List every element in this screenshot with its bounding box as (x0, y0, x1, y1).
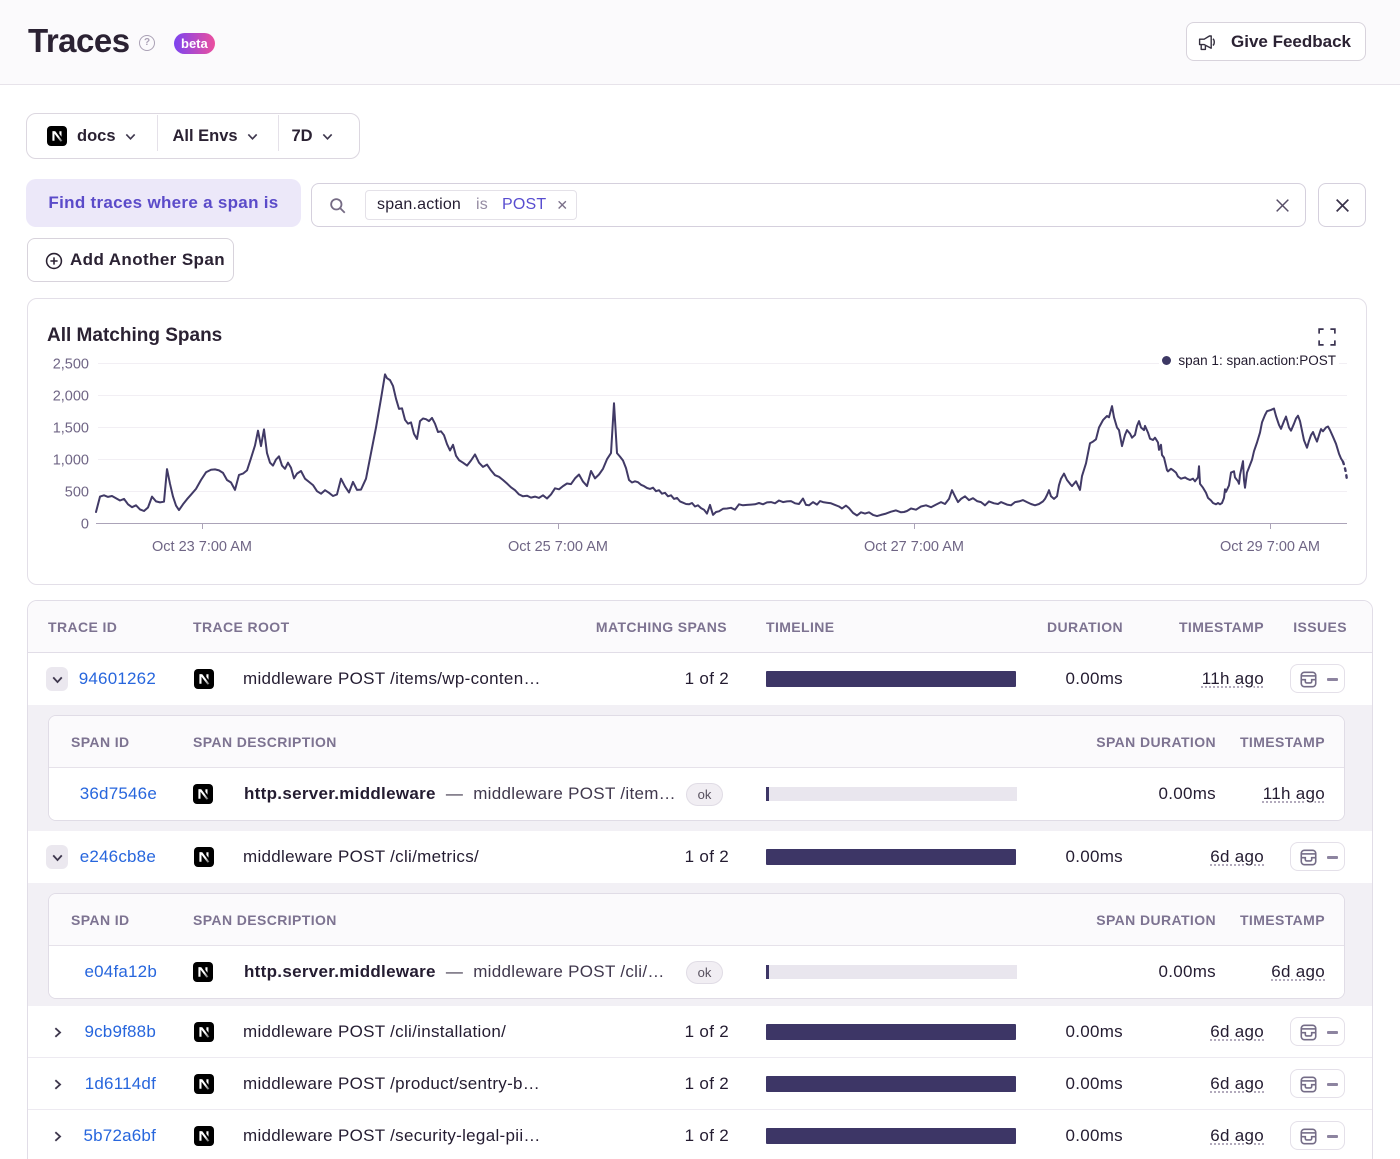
svg-text:Oct 23 7:00 AM: Oct 23 7:00 AM (152, 539, 252, 555)
svg-text:2,500: 2,500 (53, 357, 89, 373)
svg-text:0: 0 (81, 517, 89, 533)
svg-text:1,500: 1,500 (53, 421, 89, 437)
svg-text:Oct 29 7:00 AM: Oct 29 7:00 AM (1220, 539, 1320, 555)
svg-text:Oct 27 7:00 AM: Oct 27 7:00 AM (864, 539, 964, 555)
svg-text:Oct 25 7:00 AM: Oct 25 7:00 AM (508, 539, 608, 555)
svg-text:1,000: 1,000 (53, 453, 89, 469)
svg-text:500: 500 (65, 485, 89, 501)
svg-text:2,000: 2,000 (53, 389, 89, 405)
